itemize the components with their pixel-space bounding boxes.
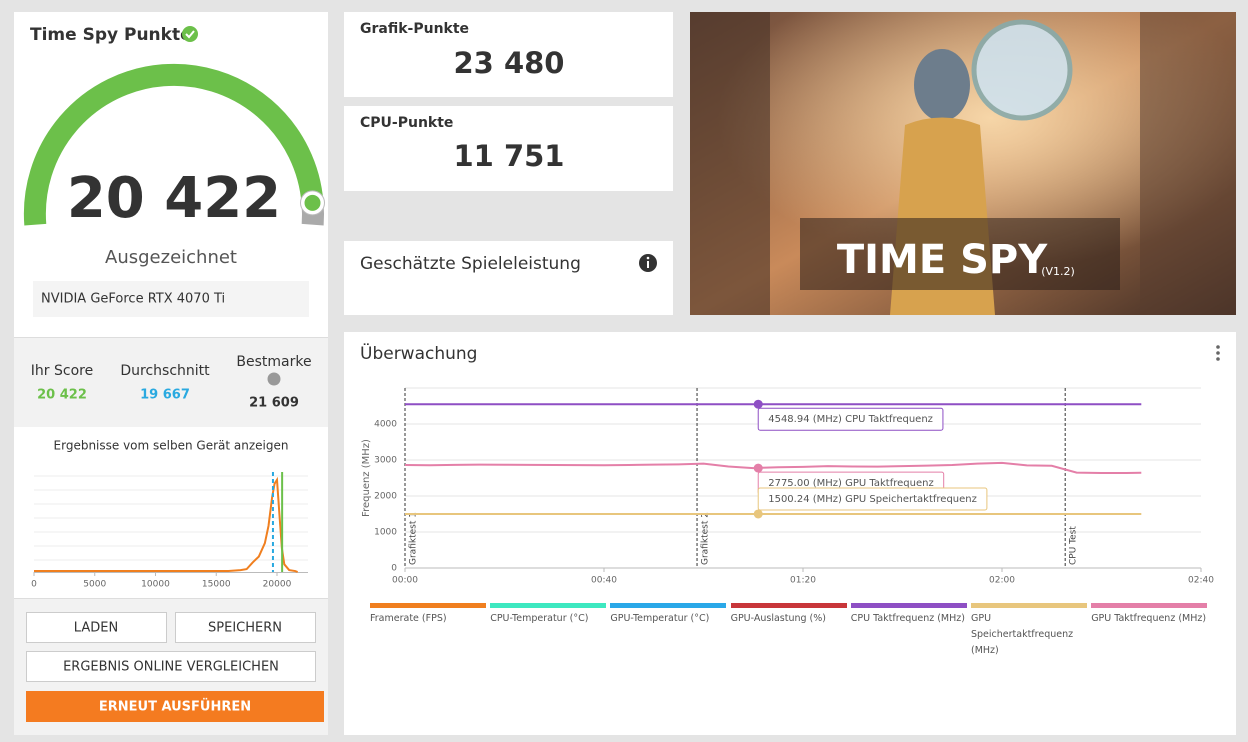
- tooltip-text: 4548.94 (MHz) CPU Taktfrequenz: [768, 414, 933, 425]
- compare-label[interactable]: ERGEBNIS ONLINE VERGLEICHEN: [63, 660, 279, 675]
- section-label: Grafiktest 2: [701, 512, 711, 565]
- game-card: [344, 241, 673, 315]
- x-tick-label: 20000: [263, 580, 292, 590]
- tooltip-text: 1500.24 (MHz) GPU Speichertaktfrequenz: [768, 494, 977, 505]
- cpu-score: 11 751: [454, 139, 565, 173]
- x-tick-label: 0: [31, 580, 37, 590]
- y-tick-label: 4000: [374, 420, 397, 430]
- section-label: Grafiktest 1: [409, 512, 419, 565]
- rating: Ausgezeichnet: [105, 247, 237, 268]
- x-tick-label: 15000: [202, 580, 231, 590]
- stat-value: 19 667: [140, 388, 190, 403]
- graphics-card: [344, 12, 673, 97]
- load-label[interactable]: LADEN: [74, 621, 118, 636]
- stat-label: Bestmarke: [236, 354, 311, 370]
- load-button[interactable]: [26, 612, 167, 643]
- gauge-knob-center: [304, 194, 321, 211]
- device: NVIDIA GeForce RTX 4070 Ti: [41, 292, 225, 307]
- save-button[interactable]: [175, 612, 316, 643]
- tooltip-box: [757, 407, 944, 431]
- stat-label: Ihr Score: [31, 363, 93, 379]
- compare-button[interactable]: [26, 651, 316, 682]
- hover-point: [753, 509, 763, 519]
- hover-point: [753, 399, 763, 409]
- legend-entry[interactable]: Framerate (FPS): [370, 603, 486, 627]
- banner-mirror: [971, 19, 1073, 121]
- stat-value: 20 422: [37, 388, 87, 403]
- banner-column: [690, 12, 770, 315]
- rerun-button[interactable]: [26, 691, 324, 722]
- section-label: CPU Test: [1069, 526, 1079, 565]
- stats-area: [14, 338, 328, 427]
- y-axis-label: Frequenz (MHz): [361, 439, 372, 517]
- monitoring-title: Überwachung: [360, 342, 477, 364]
- menu-dot[interactable]: [1216, 351, 1220, 355]
- stats: Ihr Score 20 422 Durchschnitt 19 667 Bestmar…: [31, 354, 312, 411]
- hover-point: [753, 463, 763, 473]
- monitoring-card: [344, 332, 1236, 735]
- banner-title: TIME SPY: [837, 237, 1048, 283]
- cpu-card: [344, 106, 673, 191]
- distribution-title: Ergebnisse vom selben Gerät anzeigen: [54, 439, 289, 453]
- device-box: [33, 281, 309, 317]
- stat-value: 21 609: [249, 396, 299, 411]
- rerun-label[interactable]: ERNEUT AUSFÜHREN: [99, 699, 251, 715]
- series-line: [404, 461, 1142, 474]
- banner-version: (V1.2): [1041, 265, 1075, 278]
- banner-helmet: [914, 49, 970, 121]
- gauge-arc: [23, 63, 324, 226]
- info-icon: [267, 372, 281, 386]
- y-tick-label: 2000: [374, 492, 397, 502]
- graphics-label: Grafik-Punkte: [360, 21, 469, 37]
- cpu-label: CPU-Punkte: [360, 115, 453, 131]
- game-title: Geschätzte Spieleleistung: [360, 254, 581, 274]
- legend-entry[interactable]: GPU-Auslastung (%): [730, 603, 847, 627]
- distribution-grid: [34, 475, 308, 561]
- menu-dot[interactable]: [1216, 357, 1220, 361]
- tooltip-box: [757, 487, 988, 511]
- monitoring-chart: 0 1000 2000 3000 4000 00:00 00:40 01:20 02:00 02:…: [361, 387, 1214, 586]
- check-icon: [182, 26, 198, 42]
- info-glyph: [647, 261, 649, 268]
- y-tick-label: 3000: [374, 456, 397, 466]
- y-tick-label: 1000: [374, 528, 397, 538]
- legend-entry[interactable]: CPU-Temperatur (°C): [490, 603, 607, 627]
- x-tick-label: 5000: [83, 580, 106, 590]
- legend-entry[interactable]: GPU Speichertaktfrequenz (MHz): [971, 603, 1087, 659]
- legend-entry[interactable]: GPU-Temperatur (°C): [610, 603, 727, 627]
- menu-dot[interactable]: [1216, 345, 1220, 349]
- stat-label: Durchschnitt: [120, 363, 210, 379]
- legend-entry[interactable]: GPU Taktfrequenz (MHz): [1091, 603, 1208, 627]
- banner-band: [800, 218, 1120, 290]
- x-tick-label: 00:00: [392, 576, 418, 586]
- score: 20 422: [67, 166, 281, 231]
- banner-column: [1140, 12, 1236, 315]
- check-mark: [185, 30, 195, 39]
- graphics-score: 23 480: [454, 46, 565, 80]
- tooltip-text: 2775.00 (MHz) GPU Taktfrequenz: [768, 478, 933, 489]
- panel-title: Time Spy Punkte: [30, 25, 192, 45]
- y-tick-label: 0: [391, 564, 397, 574]
- x-tick-label: 01:20: [790, 576, 816, 586]
- save-label[interactable]: SPEICHERN: [208, 621, 282, 636]
- info-glyph: [646, 256, 650, 260]
- legend-entry[interactable]: CPU Taktfrequenz (MHz): [850, 603, 967, 627]
- x-tick-label: 02:00: [989, 576, 1015, 586]
- x-tick-label: 02:40: [1188, 576, 1214, 586]
- x-tick-label: 00:40: [591, 576, 617, 586]
- x-tick-label: 10000: [141, 580, 170, 590]
- distribution-chart: 0 5000 10000 15000 20000: [31, 472, 299, 590]
